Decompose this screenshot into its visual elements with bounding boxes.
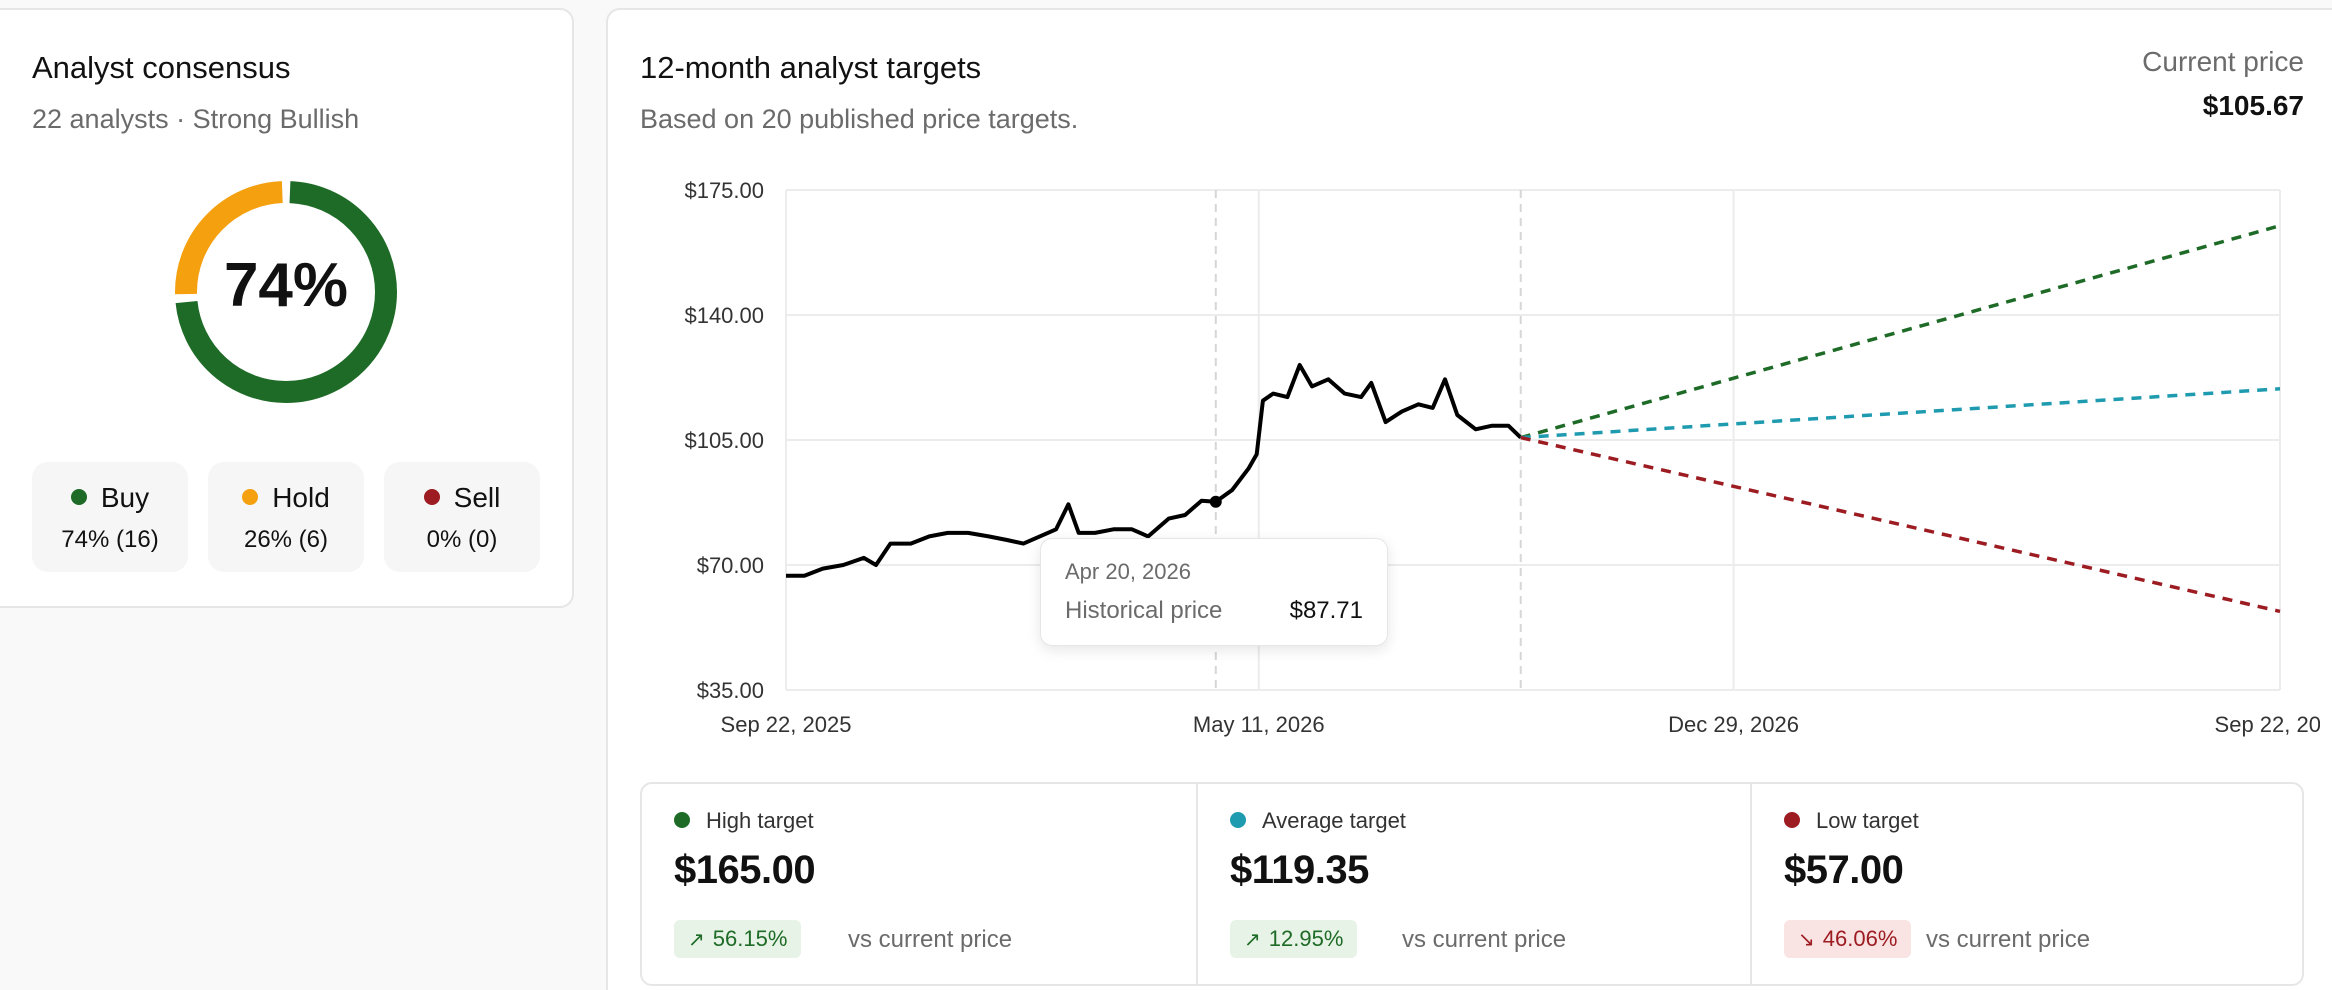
y-tick-label: $35.00 (697, 678, 764, 703)
y-tick-label: $70.00 (697, 553, 764, 578)
highlighted-price-point (1209, 495, 1222, 508)
average-target-change-badge: ↗ 12.95% (1230, 920, 1358, 958)
rating-sell-value: 0% (0) (426, 526, 498, 553)
y-tick-label: $140.00 (684, 303, 764, 328)
average-target-dot-icon (1230, 812, 1246, 828)
low-target-change: 46.06% (1822, 926, 1898, 951)
average-target-series-line (1520, 387, 2281, 440)
chart-grid (785, 189, 2281, 691)
tooltip-label: Historical price (1065, 597, 1223, 624)
rating-hold: Hold 26% (6) (208, 462, 364, 572)
sell-dot-icon (423, 489, 440, 505)
x-tick-label: Sep 22, 2027 (2215, 712, 2320, 737)
donut-hold-segment (175, 181, 397, 403)
high-target-series-line (1520, 224, 2281, 440)
low-target-price: $57.00 (1784, 848, 1904, 892)
consensus-donut-chart (175, 181, 397, 403)
rating-buy-label: Buy (100, 482, 150, 513)
x-tick-label: Dec 29, 2026 (1668, 712, 1799, 737)
target-summary-row: High target $165.00 ↗ 56.15% vs current p… (640, 782, 2304, 986)
y-tick-label: $175.00 (684, 178, 764, 203)
high-target-change: 56.15% (712, 926, 788, 951)
low-target-series-line (1520, 435, 2281, 614)
low-target-dot-icon (1784, 812, 1800, 828)
arrow-down-right-icon: ↘ (1798, 929, 1815, 951)
rating-sell: Sell 0% (0) (384, 462, 540, 572)
consensus-title: Analyst consensus (32, 50, 291, 85)
average-target-label: Average target (1262, 808, 1406, 833)
rating-buy: Buy 74% (16) (32, 462, 188, 572)
x-tick-label: Sep 22, 2025 (721, 712, 852, 737)
low-target-card: Low target $57.00 ↘ 46.06% vs current pri… (1750, 784, 2304, 984)
arrow-up-right-icon: ↗ (688, 929, 705, 951)
tooltip-value: $87.71 (1289, 597, 1363, 624)
average-target-price: $119.35 (1230, 848, 1369, 892)
average-target-card: Average target $119.35 ↗ 12.95% vs curren… (1196, 784, 1750, 984)
chart-tooltip: Apr 20, 2026 Historical price $87.71 (1040, 538, 1388, 646)
consensus-subtitle: 22 analysts · Strong Bullish (32, 104, 360, 134)
hold-dot-icon (242, 489, 259, 505)
targets-title: 12-month analyst targets (640, 50, 982, 85)
average-target-vs-text: vs current price (1402, 926, 1567, 953)
price-target-chart[interactable]: $175.00 $140.00 $105.00 $70.00 $35.00 Sep 22,… (640, 160, 2320, 760)
current-price-value: $105.67 (2202, 90, 2304, 121)
high-target-change-badge: ↗ 56.15% (674, 920, 802, 958)
historical-price-line (786, 363, 1523, 578)
high-target-card: High target $165.00 ↗ 56.15% vs current p… (642, 784, 1196, 984)
low-target-vs-text: vs current price (1926, 926, 2091, 953)
high-target-dot-icon (674, 812, 690, 828)
rating-buy-value: 74% (16) (61, 526, 159, 553)
targets-subtitle: Based on 20 published price targets. (640, 104, 1079, 134)
low-target-label: Low target (1816, 808, 1919, 833)
low-target-change-badge: ↘ 46.06% (1784, 920, 1912, 958)
consensus-percent: 74% (223, 251, 349, 320)
rating-hold-value: 26% (6) (243, 526, 329, 553)
high-target-price: $165.00 (674, 848, 816, 892)
chart-series (786, 224, 2281, 614)
tooltip-date: Apr 20, 2026 (1065, 559, 1191, 584)
y-tick-label: $105.00 (684, 428, 764, 453)
chart-axes: $175.00 $140.00 $105.00 $70.00 $35.00 Sep 22,… (684, 178, 2320, 737)
high-target-label: High target (706, 808, 814, 833)
average-target-change: 12.95% (1268, 926, 1344, 951)
arrow-up-right-icon: ↗ (1244, 929, 1261, 951)
donut-buy-segment (175, 181, 397, 403)
buy-dot-icon (70, 489, 87, 505)
x-tick-label: May 11, 2026 (1193, 712, 1325, 737)
rating-hold-label: Hold (272, 482, 330, 513)
high-target-vs-text: vs current price (848, 926, 1013, 953)
rating-sell-label: Sell (453, 482, 501, 513)
current-price-label: Current price (2142, 46, 2304, 77)
